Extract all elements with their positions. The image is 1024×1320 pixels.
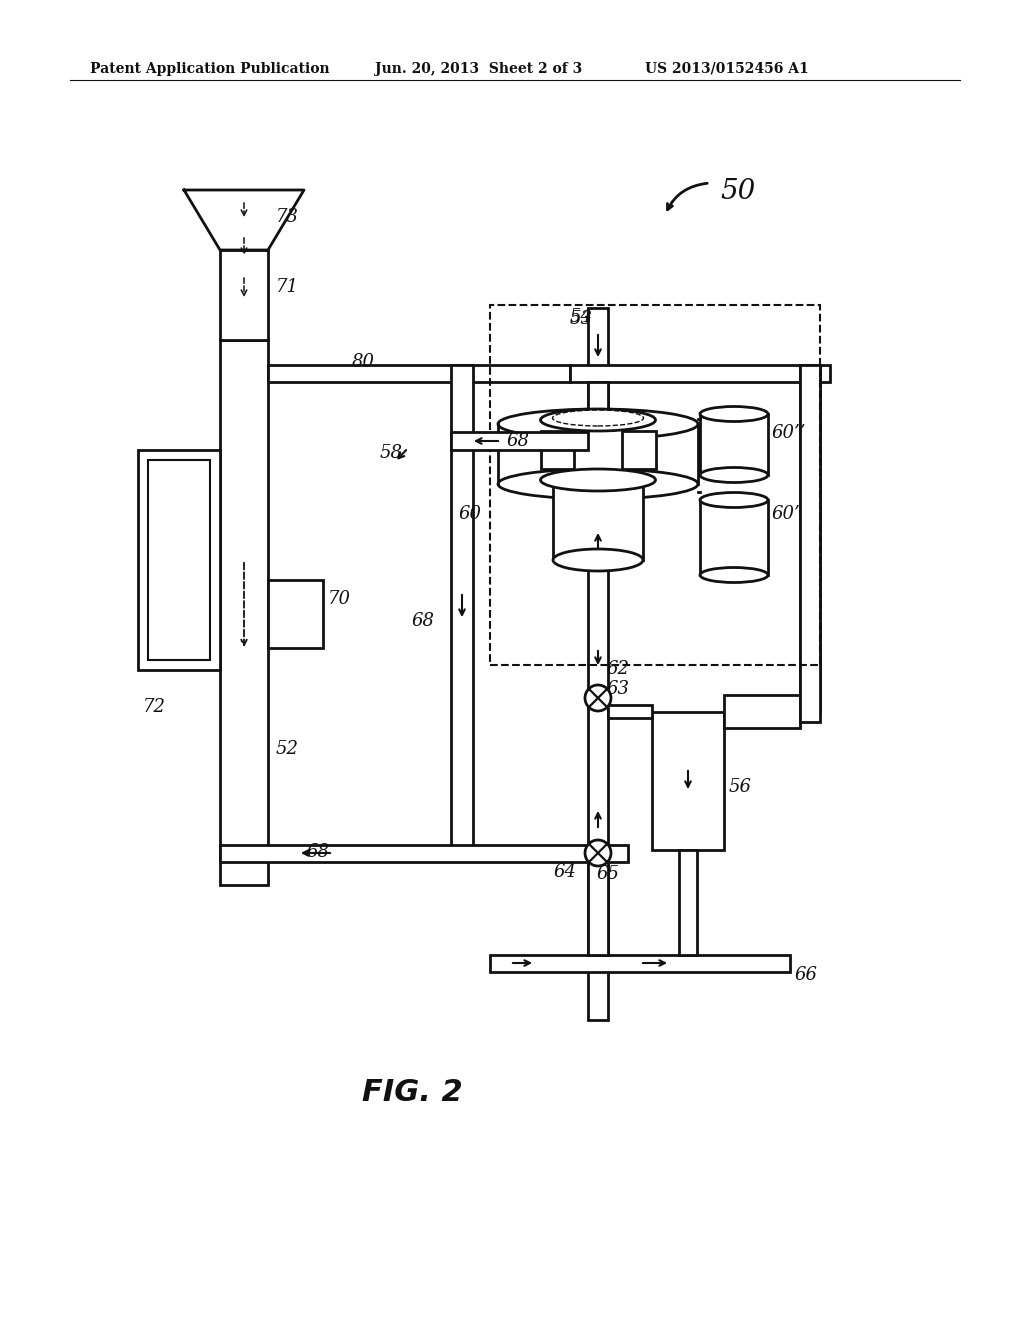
Ellipse shape: [700, 467, 768, 483]
Circle shape: [585, 685, 611, 711]
Bar: [541, 432, 656, 469]
Ellipse shape: [541, 409, 655, 432]
Text: 80: 80: [352, 352, 375, 371]
Text: 68: 68: [506, 432, 529, 450]
Text: 54: 54: [570, 308, 593, 326]
Text: Jun. 20, 2013  Sheet 2 of 3: Jun. 20, 2013 Sheet 2 of 3: [375, 62, 583, 77]
Bar: [490, 305, 820, 665]
Text: Patent Application Publication: Patent Application Publication: [90, 62, 330, 77]
Bar: [724, 696, 800, 729]
Text: 68: 68: [306, 843, 329, 861]
Bar: [588, 381, 608, 412]
Bar: [800, 366, 820, 711]
Ellipse shape: [700, 407, 768, 421]
Bar: [148, 459, 210, 660]
Bar: [800, 366, 820, 722]
Bar: [220, 845, 628, 862]
Bar: [652, 711, 724, 850]
Text: 63: 63: [606, 680, 629, 698]
Bar: [220, 249, 268, 341]
Ellipse shape: [541, 469, 655, 491]
Text: 71: 71: [276, 279, 299, 296]
Bar: [268, 579, 323, 648]
Text: 62: 62: [606, 660, 629, 678]
Text: 60’: 60’: [771, 506, 800, 523]
Text: 68: 68: [411, 612, 434, 630]
Ellipse shape: [553, 549, 643, 572]
Bar: [588, 862, 608, 954]
Text: 73: 73: [276, 209, 299, 226]
Text: 52: 52: [276, 741, 299, 758]
Bar: [679, 850, 697, 954]
Text: 60’’: 60’’: [771, 424, 806, 442]
Bar: [268, 366, 570, 381]
Text: 65: 65: [596, 865, 618, 883]
Text: 66: 66: [794, 966, 817, 983]
Bar: [700, 500, 768, 576]
Bar: [490, 954, 790, 972]
Text: 56: 56: [729, 777, 752, 796]
Text: US 2013/0152456 A1: US 2013/0152456 A1: [645, 62, 809, 77]
Text: 72: 72: [143, 698, 166, 715]
Bar: [451, 432, 588, 450]
Bar: [138, 450, 220, 671]
Bar: [451, 366, 473, 858]
Text: 64: 64: [553, 863, 575, 880]
Text: 53: 53: [570, 310, 593, 327]
Bar: [588, 308, 608, 1020]
Circle shape: [585, 840, 611, 866]
Bar: [608, 705, 652, 718]
Text: 50: 50: [720, 178, 756, 205]
Bar: [220, 341, 268, 884]
Ellipse shape: [700, 492, 768, 507]
Polygon shape: [184, 190, 304, 249]
Text: 58: 58: [380, 444, 403, 462]
Bar: [700, 414, 768, 475]
Ellipse shape: [700, 568, 768, 582]
Text: FIG. 2: FIG. 2: [362, 1078, 463, 1107]
Bar: [570, 366, 830, 381]
Text: 60: 60: [458, 506, 481, 523]
Text: 70: 70: [328, 590, 351, 609]
Bar: [574, 420, 622, 480]
Bar: [553, 480, 643, 560]
